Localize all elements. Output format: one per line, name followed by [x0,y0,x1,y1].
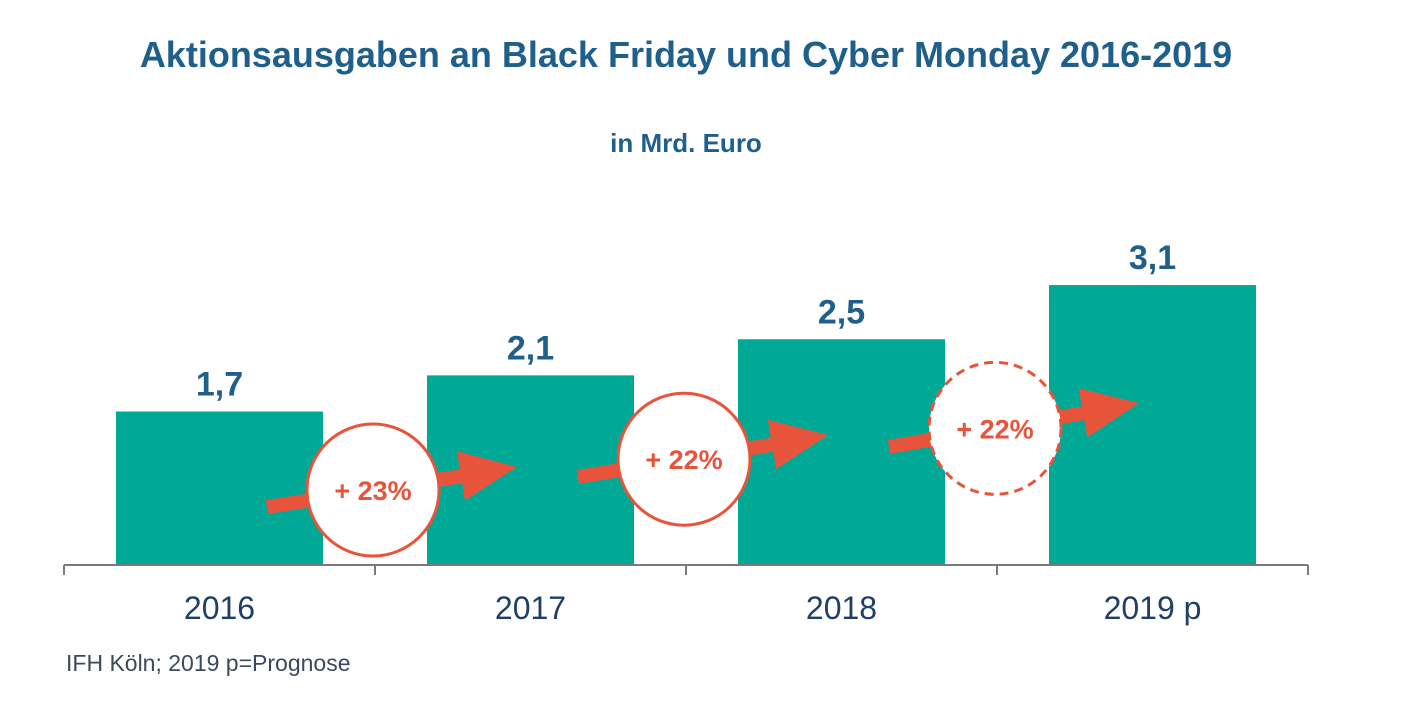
chart-title: Aktionsausgaben an Black Friday und Cybe… [139,34,1233,75]
x-tick-label: 2016 [184,590,255,626]
growth-label: + 22% [645,445,722,475]
x-tick-label: 2018 [806,590,877,626]
growth-annotation: + 22% [887,360,1139,496]
growth-circle [927,360,1063,496]
bar-2019-p [1049,285,1256,565]
chart-source: IFH Köln; 2019 p=Prognose [66,650,351,676]
bar-2016 [116,411,323,565]
bar-value-label: 1,7 [196,365,243,403]
growth-circle [305,422,441,558]
growth-arrow-head [457,451,517,501]
growth-arrow-head [767,419,828,470]
chart-subtitle: in Mrd. Euro [610,128,762,158]
growth-annotation: + 23% [265,422,517,558]
bar-value-label: 2,5 [818,293,865,331]
bar-value-label: 2,1 [507,329,554,367]
bar-value-label: 3,1 [1129,239,1176,277]
growth-label: + 22% [956,414,1033,444]
x-tick-label: 2017 [495,590,566,626]
x-axis: 2016 2017 2018 2019 p [63,564,1309,626]
growth-label: + 23% [334,476,411,506]
growth-arrow-head [1078,388,1139,438]
x-tick-label: 2019 p [1104,590,1202,626]
growth-annotation: + 22% [576,391,828,527]
bar-2018 [738,339,945,565]
growth-circle [616,391,752,527]
growth-annotations: + 23% + 22% + 22% [265,360,1139,558]
